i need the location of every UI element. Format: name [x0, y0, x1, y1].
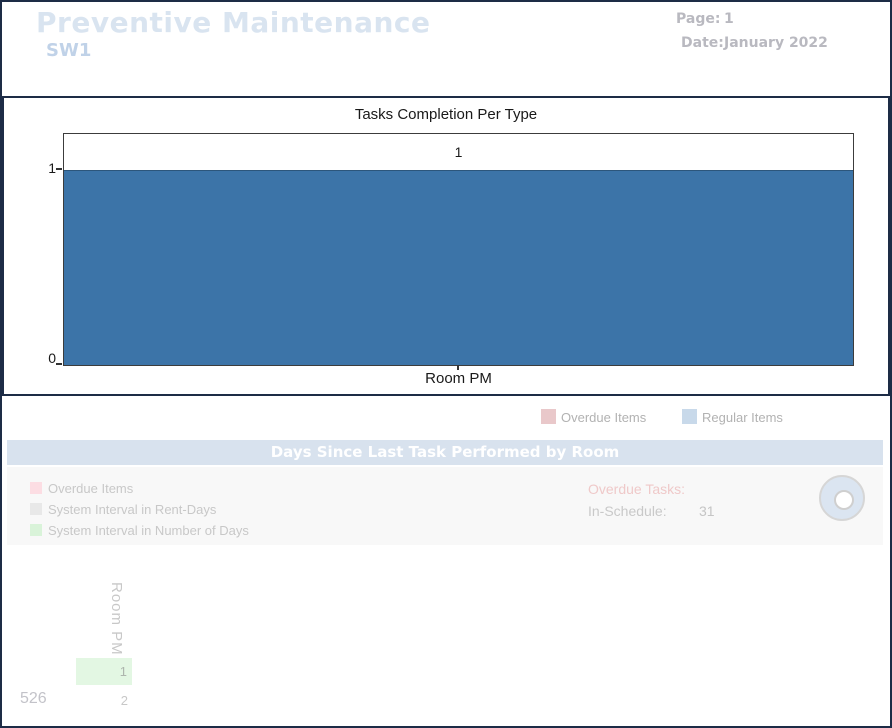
- y-tick-mark: [56, 363, 62, 365]
- date-value: January 2022: [724, 35, 828, 51]
- overdue-tasks-label: Overdue Tasks:: [588, 481, 686, 497]
- x-tick-mark: [457, 365, 459, 370]
- overdue-items-swatch: [30, 482, 42, 494]
- legend-label-overdue-items: Overdue Items: [48, 481, 134, 496]
- legend-label-rent-days: System Interval in Rent-Days: [48, 502, 217, 517]
- rent-days-interval-swatch: [30, 503, 42, 515]
- x-axis-label: Room PM: [425, 370, 492, 387]
- regular-items-swatch: [682, 409, 697, 424]
- in-schedule-label: In-Schedule:: [588, 503, 667, 519]
- tasks-completion-chart: Tasks Completion Per Type 1 0 1 Room PM: [2, 96, 890, 396]
- donut-chart-icon: [819, 475, 865, 521]
- bar-value-label: 1: [454, 144, 463, 160]
- in-schedule-value: 31: [699, 503, 715, 519]
- row-side-label: 526: [20, 690, 47, 707]
- days-section-legend-strip: Overdue Items System Interval in Rent-Da…: [7, 467, 883, 545]
- plot-area: 1: [63, 133, 854, 366]
- number-of-days-interval-swatch: [30, 524, 42, 536]
- chart-title: Tasks Completion Per Type: [354, 106, 538, 123]
- legend-label-overdue: Overdue Items: [561, 410, 647, 425]
- legend-label-regular: Regular Items: [702, 410, 783, 425]
- donut-chart-hole: [834, 490, 854, 510]
- y-tick-mark: [56, 168, 62, 170]
- table-cell-second: 2: [120, 693, 128, 708]
- page-number-label: Page:: [676, 11, 721, 27]
- page-subtitle: SW1: [46, 40, 92, 61]
- date-label: Date:: [681, 35, 724, 51]
- page-number-value: 1: [724, 11, 734, 27]
- page-title: Preventive Maintenance: [36, 6, 431, 39]
- y-axis-tick-1: 1: [48, 160, 56, 176]
- bar-room-pm: [64, 170, 853, 365]
- column-header-room-pm: Room PM: [108, 582, 125, 656]
- table-cell-highlighted: 1: [76, 658, 132, 685]
- y-axis-tick-0: 0: [48, 350, 56, 366]
- legend-label-number-of-days: System Interval in Number of Days: [48, 523, 249, 538]
- section-banner: Days Since Last Task Performed by Room: [7, 440, 883, 465]
- overdue-items-swatch: [541, 409, 556, 424]
